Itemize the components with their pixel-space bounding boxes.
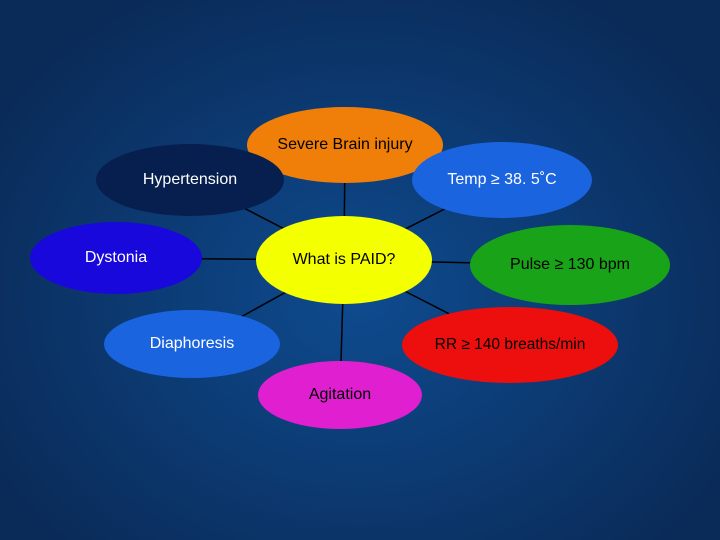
node-pulse: Pulse ≥ 130 bpm	[470, 225, 670, 305]
node-label: Pulse ≥ 130 bpm	[510, 256, 630, 274]
node-hypertension: Hypertension	[96, 144, 284, 216]
node-label: Hypertension	[143, 171, 237, 189]
node-temp: Temp ≥ 38. 5˚C	[412, 142, 592, 218]
diagram-stage: Severe Brain injury Temp ≥ 38. 5˚C Pulse ≥…	[0, 0, 720, 540]
node-label: Dystonia	[85, 249, 147, 267]
node-agitation: Agitation	[258, 361, 422, 429]
node-rr: RR ≥ 140 breaths/min	[402, 307, 618, 383]
node-center: What is PAID?	[256, 216, 432, 304]
node-label: RR ≥ 140 breaths/min	[435, 336, 586, 354]
node-label: Diaphoresis	[150, 335, 234, 353]
node-label: Agitation	[309, 386, 371, 404]
node-label: What is PAID?	[293, 251, 396, 269]
node-label: Temp ≥ 38. 5˚C	[447, 171, 556, 189]
node-label: Severe Brain injury	[277, 136, 412, 154]
node-dystonia: Dystonia	[30, 222, 202, 294]
node-diaphoresis: Diaphoresis	[104, 310, 280, 378]
